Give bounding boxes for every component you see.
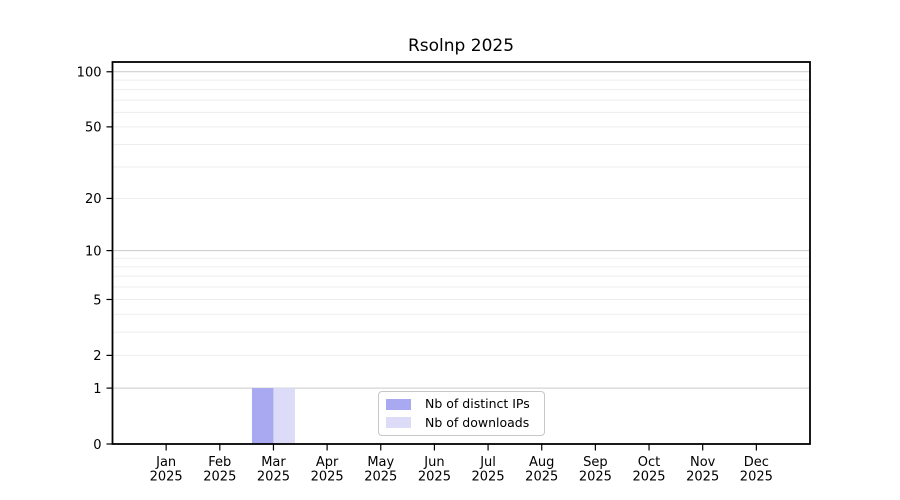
legend-item-downloads: Nb of downloads [386,415,544,431]
x-axis-tick-label-month: Feb [208,455,231,470]
x-axis-tick-label-year: 2025 [632,470,665,485]
x-axis-tick-label-month: Oct [638,455,660,470]
x-axis-tick-label-year: 2025 [364,470,397,485]
chart-title: Rsolnp 2025 [407,36,515,56]
x-axis-tick-label-month: May [367,455,394,470]
x-axis-tick-label-year: 2025 [472,470,505,485]
legend-swatch-downloads [386,417,411,429]
bar-distinct-ips [251,388,274,444]
y-axis-tick-label: 100 [77,66,102,81]
y-axis-tick-label: 0 [93,438,101,453]
x-axis-tick-label-month: Jul [479,455,496,470]
legend-label-downloads: Nb of downloads [425,415,530,430]
y-axis-tick-label: 2 [93,349,101,364]
legend-label-distinct-ips: Nb of distinct IPs [425,396,530,412]
y-axis-tick-label: 5 [93,293,101,308]
y-axis-tick-label: 1 [93,382,101,397]
y-axis-tick-label: 50 [85,121,102,136]
x-axis-tick-label-month: Jun [423,455,444,470]
x-axis-tick-label-year: 2025 [418,470,451,485]
plot-border [111,61,811,445]
x-axis-tick-label-month: Mar [261,455,286,470]
legend: Nb of distinct IPs Nb of downloads [378,391,545,436]
y-axis-tick-label: 20 [85,192,102,207]
x-axis-tick-label-month: Aug [529,455,554,470]
x-axis-tick-label-year: 2025 [203,470,236,485]
x-axis-tick-label-year: 2025 [740,470,773,485]
bar-downloads [273,388,295,444]
legend-item-distinct-ips: Nb of distinct IPs [386,396,544,412]
x-axis-tick-label-year: 2025 [686,470,719,485]
x-axis-tick-label-month: Jan [155,455,176,470]
x-axis-tick-label-year: 2025 [311,470,344,485]
x-axis-tick-label-year: 2025 [525,470,558,485]
x-axis-tick-label-month: Dec [744,455,769,470]
x-axis-tick-label-month: Sep [583,455,608,470]
legend-swatch-distinct-ips [386,398,411,410]
x-axis-tick-label-year: 2025 [257,470,290,485]
x-axis-tick-label-month: Apr [316,455,339,470]
x-axis-tick-label-year: 2025 [150,470,183,485]
y-axis-tick-label: 10 [85,244,102,259]
x-axis-tick-label-year: 2025 [579,470,612,485]
x-axis-tick-label-month: Nov [690,455,716,470]
